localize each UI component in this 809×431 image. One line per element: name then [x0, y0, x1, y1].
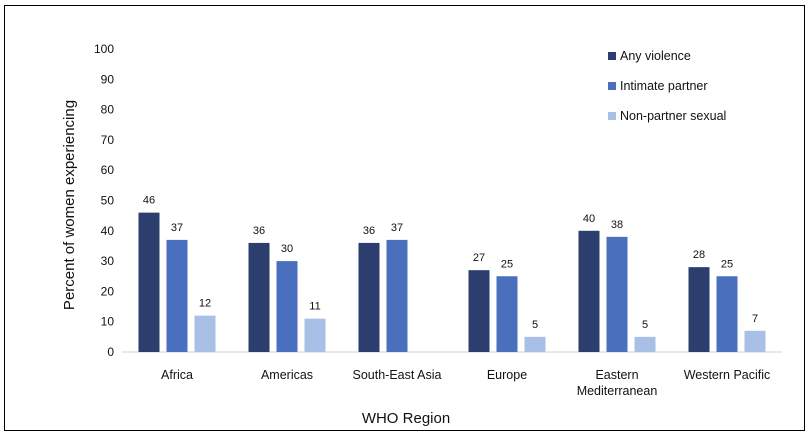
x-axis-label: WHO Region — [362, 410, 450, 427]
bar — [276, 261, 298, 352]
legend-swatch — [608, 82, 616, 90]
category-label: Americas — [261, 368, 313, 382]
y-tick-label: 90 — [101, 72, 115, 86]
data-label: 12 — [199, 298, 211, 310]
category-label: South-East Asia — [353, 368, 442, 382]
legend-label: Non-partner sexual — [620, 109, 726, 123]
data-label: 36 — [363, 225, 375, 237]
bar — [716, 276, 738, 352]
legend-swatch — [608, 112, 616, 120]
category-labels: Africa Americas South-East Asia Europe Easte… — [161, 368, 770, 398]
y-axis-ticks: 0 10 20 30 40 50 60 70 80 90 100 — [94, 42, 114, 359]
data-label: 28 — [693, 249, 705, 261]
category-label: Mediterranean — [577, 384, 658, 398]
y-tick-label: 30 — [101, 254, 115, 268]
data-label: 37 — [171, 222, 183, 234]
data-label: 25 — [721, 258, 733, 270]
data-label: 37 — [391, 222, 403, 234]
bar — [166, 239, 188, 352]
data-label: 5 — [642, 319, 648, 331]
y-tick-label: 40 — [101, 224, 115, 238]
category-label: Europe — [487, 368, 527, 382]
legend: Any violence Intimate partner Non-partner … — [608, 49, 726, 123]
data-label: 25 — [501, 258, 513, 270]
category-label: Africa — [161, 368, 193, 382]
y-tick-label: 20 — [101, 284, 115, 298]
bar — [606, 236, 628, 352]
bar — [468, 270, 490, 352]
bars — [138, 212, 766, 352]
data-label: 5 — [532, 319, 538, 331]
bar — [304, 318, 326, 352]
bar — [688, 267, 710, 352]
bar — [744, 330, 766, 352]
legend-label: Intimate partner — [620, 79, 708, 93]
category-label: Eastern — [595, 368, 638, 382]
bar — [248, 242, 270, 352]
bar — [524, 336, 546, 352]
data-label: 7 — [752, 313, 758, 325]
y-tick-label: 60 — [101, 163, 115, 177]
data-label: 38 — [611, 219, 623, 231]
data-label: 27 — [473, 252, 485, 264]
bar — [496, 276, 518, 352]
category-label: Western Pacific — [684, 368, 771, 382]
y-tick-label: 70 — [101, 133, 115, 147]
bar — [386, 239, 408, 352]
bar — [578, 230, 600, 352]
y-tick-label: 50 — [101, 194, 115, 208]
chart-frame — [4, 5, 805, 431]
y-tick-label: 100 — [94, 42, 114, 56]
y-tick-label: 10 — [101, 315, 115, 329]
data-label: 46 — [143, 195, 155, 207]
bar — [358, 242, 380, 352]
data-label: 36 — [253, 225, 265, 237]
y-tick-label: 80 — [101, 103, 115, 117]
data-labels: 46 37 12 36 30 11 36 37 27 25 5 40 38 5 28 25 7 — [143, 195, 758, 331]
data-label: 30 — [281, 243, 293, 255]
y-tick-label: 0 — [107, 345, 114, 359]
data-label: 11 — [309, 301, 320, 313]
bar — [634, 336, 656, 352]
y-axis-label: Percent of women experiencing — [61, 100, 78, 310]
legend-label: Any violence — [620, 49, 691, 63]
bar — [194, 315, 216, 352]
data-label: 40 — [583, 213, 595, 225]
legend-swatch — [608, 52, 616, 60]
bar — [138, 212, 160, 352]
